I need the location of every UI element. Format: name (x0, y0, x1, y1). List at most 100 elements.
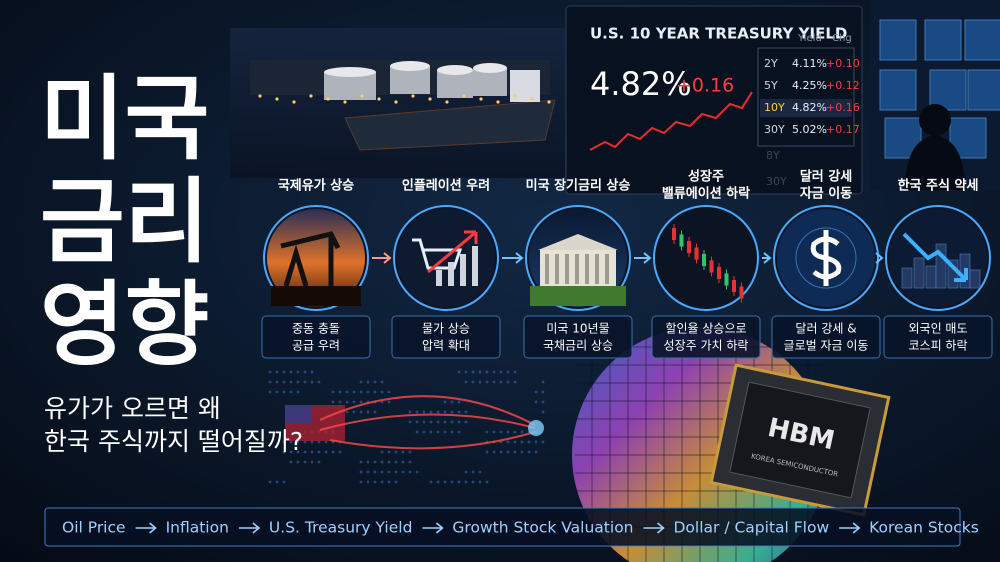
skyline (901, 267, 913, 289)
map-dot (310, 450, 314, 454)
ship-hull (344, 99, 556, 151)
row-yield: 4.11% (792, 57, 827, 70)
rise-arrow (427, 230, 478, 274)
row-term: 10Y (764, 101, 785, 114)
step-arrow (502, 252, 524, 264)
map-dot (450, 400, 454, 404)
map-dot (492, 380, 496, 384)
step-arrow (762, 252, 772, 264)
map-dot (422, 410, 426, 414)
map-dot (408, 470, 412, 474)
map-dot (373, 480, 377, 484)
map-dot (373, 460, 377, 464)
skyline (935, 243, 947, 289)
map-dot (394, 480, 398, 484)
map-dot (485, 370, 489, 374)
map-dot (289, 460, 293, 464)
map-dot (345, 410, 349, 414)
table-frame (757, 47, 855, 147)
map-dot (282, 450, 286, 454)
step-box (883, 315, 993, 359)
step-title: 미국 장기금리 상승 (526, 178, 631, 194)
step-detail: 물가 상승 (422, 322, 470, 336)
yield-trend (589, 91, 753, 151)
step-arrow (875, 252, 884, 264)
map-dot (436, 410, 440, 414)
map-dot (289, 440, 293, 444)
map-dot (408, 420, 412, 424)
map-dot (359, 400, 363, 404)
price-bar (448, 262, 454, 286)
harbor-light (496, 100, 500, 104)
map-dot (317, 380, 321, 384)
map-dot (534, 440, 538, 444)
map-dot (541, 400, 545, 404)
map-dot (387, 390, 391, 394)
map-dot (506, 440, 510, 444)
step-title: 인플레이션 우려 (402, 178, 490, 194)
harbor-light (445, 100, 449, 104)
map-dot (464, 370, 468, 374)
row-yield: 4.82% (792, 101, 827, 114)
map-dot (387, 480, 391, 484)
harbor-light (343, 100, 347, 104)
map-dot (499, 430, 503, 434)
map-dot (275, 480, 279, 484)
map-dot (464, 480, 468, 484)
map-dot (380, 380, 384, 384)
step-box (261, 315, 371, 359)
column (605, 254, 609, 284)
map-dot (373, 470, 377, 474)
map-dot (485, 380, 489, 384)
map-dot (373, 380, 377, 384)
subtitle: 한국 주식까지 떨어질까? (44, 427, 303, 456)
treasury-panel: U.S. 10 YEAR TREASURY YIELD4.82%+0.16Yie… (565, 5, 863, 195)
flow-arrow (422, 522, 444, 534)
map-dot (352, 390, 356, 394)
flow-item: Oil Price (62, 519, 126, 537)
row-yield: 4.25% (792, 79, 827, 92)
map-dot (338, 390, 342, 394)
map-dot (415, 420, 419, 424)
harbor-light (394, 100, 398, 104)
map-dot (387, 460, 391, 464)
map-dot (359, 470, 363, 474)
step-arrow (372, 252, 392, 264)
skyline (925, 265, 937, 289)
map-dot (394, 460, 398, 464)
map-dot (457, 420, 461, 424)
map-dot (415, 470, 419, 474)
map-dot (485, 430, 489, 434)
step-detail: 공급 우려 (292, 339, 340, 353)
chip-die (729, 381, 871, 499)
harbor-light (428, 97, 432, 101)
map-dot (429, 430, 433, 434)
map-dot (324, 450, 328, 454)
map-dot (471, 480, 475, 484)
map-dot (275, 370, 279, 374)
map-dot (499, 450, 503, 454)
trader-silhouette (905, 135, 965, 190)
map-dot (450, 420, 454, 424)
map-dot (492, 430, 496, 434)
map-dot (541, 380, 545, 384)
map-dot (408, 450, 412, 454)
harbor-light (309, 94, 313, 98)
map-dot (359, 460, 363, 464)
map-dot (422, 420, 426, 424)
row-change: +0.17 (826, 123, 860, 136)
flow-item: Inflation (166, 519, 229, 537)
map-dot (296, 460, 300, 464)
map-dot (310, 370, 314, 374)
map-dot (471, 470, 475, 474)
skyline (969, 269, 981, 289)
map-dot (541, 390, 545, 394)
map-dot (345, 390, 349, 394)
map-dot (527, 450, 531, 454)
map-dot (317, 450, 321, 454)
harbor-light (530, 97, 534, 101)
